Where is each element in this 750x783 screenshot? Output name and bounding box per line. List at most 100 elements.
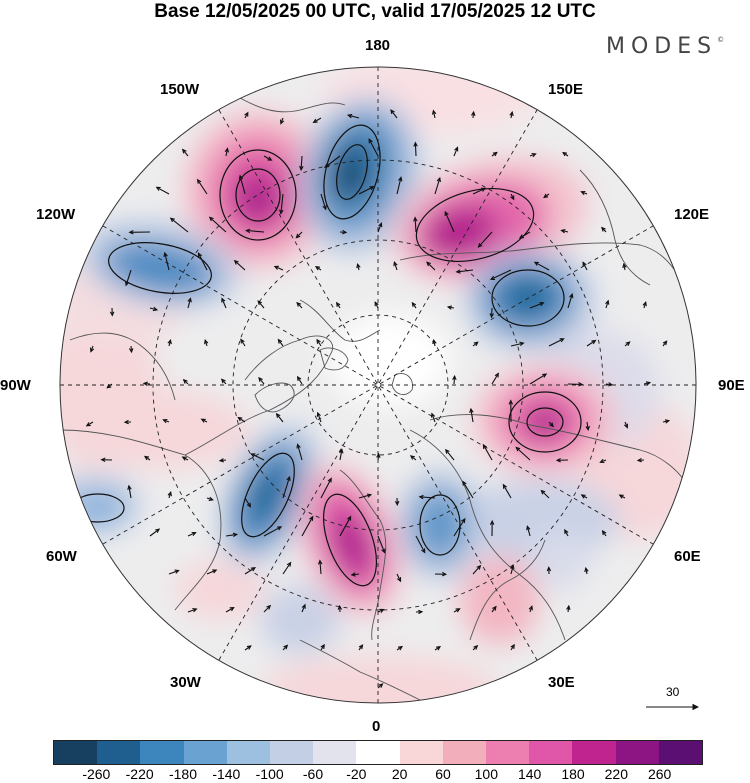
wind-vector-head <box>358 644 364 650</box>
wind-vector <box>426 261 436 271</box>
wind-vector-head <box>502 483 508 489</box>
wind-vector-head <box>187 297 192 303</box>
wind-vector <box>237 417 246 423</box>
wind-vector <box>453 376 456 385</box>
colorbar-segment <box>54 741 98 764</box>
wind-vector <box>548 338 564 347</box>
wind-vector-head <box>608 382 614 387</box>
wind-vector-head <box>212 569 218 574</box>
wind-vector-head <box>605 299 610 305</box>
wind-vector-head <box>476 564 482 570</box>
logo-text: MODES <box>606 34 718 59</box>
wind-vector <box>445 449 455 461</box>
wind-vector-head <box>492 151 498 157</box>
wind-vector-head <box>218 458 224 463</box>
wind-vector-head <box>244 111 249 117</box>
wind-vector-head <box>546 566 552 572</box>
lon-label-60e: 60E <box>674 548 701 565</box>
wind-vector <box>453 147 459 157</box>
wind-vector <box>472 187 486 195</box>
wind-vector <box>317 412 322 423</box>
wind-vector-head <box>560 229 566 234</box>
wind-vector-head <box>623 423 629 429</box>
wind-vector <box>434 177 441 195</box>
wind-vector-head <box>664 419 671 424</box>
wind-vector-head <box>167 338 172 345</box>
wind-vector-head <box>618 494 624 499</box>
wind-vector-head <box>181 148 187 154</box>
wind-vector-head <box>196 178 202 184</box>
wind-vector-head <box>238 174 244 180</box>
wind-vector <box>396 177 402 195</box>
wind-vector-head <box>445 448 450 454</box>
wind-vector-head <box>246 645 252 650</box>
wind-vector-head <box>250 453 256 458</box>
wind-vector-head <box>591 339 597 345</box>
wind-vector <box>324 155 341 168</box>
wind-vector <box>491 373 499 385</box>
wind-vector-head <box>469 407 474 414</box>
wind-vector-head <box>155 186 161 191</box>
wind-vector-head <box>540 489 546 495</box>
wind-vector-head <box>106 383 112 389</box>
wind-vector-head <box>208 496 214 501</box>
wind-vector-head <box>599 458 605 464</box>
wind-vector <box>339 449 343 461</box>
wind-vector-head <box>232 532 239 538</box>
wind-vector-head <box>266 604 272 610</box>
wind-vector <box>510 342 524 347</box>
wind-vector <box>282 562 292 575</box>
wind-vector-head <box>279 119 285 125</box>
wind-vector <box>276 413 284 423</box>
wind-vector-head <box>510 643 515 649</box>
colorbar-segment <box>270 741 314 764</box>
wind-vector-head <box>454 146 459 152</box>
wind-vector-head <box>601 226 606 232</box>
wind-vector <box>168 569 179 575</box>
wind-vector-head <box>376 452 381 458</box>
colorbar-segment <box>140 741 184 764</box>
wind-vector-head <box>489 519 495 525</box>
wind-vector <box>197 179 208 195</box>
wind-vector <box>586 421 589 430</box>
wind-vector <box>277 339 284 347</box>
wind-vectors <box>85 109 671 689</box>
wind-vector <box>390 109 398 119</box>
wind-vector-head <box>273 265 279 270</box>
lon-label-30w: 30W <box>170 674 201 691</box>
colorbar-tick-label: 220 <box>604 766 629 782</box>
wind-vector-head <box>127 484 132 490</box>
wind-vector-head <box>368 138 373 144</box>
wind-vector <box>297 444 303 461</box>
wind-vector-head <box>142 381 148 386</box>
wind-vector <box>170 217 189 233</box>
lon-label-90e: 90E <box>718 377 745 394</box>
colorbar-tick-label: 20 <box>391 766 408 782</box>
colorbar-tick-label: -100 <box>255 766 284 782</box>
wind-vector-head <box>200 418 206 423</box>
reference-vector-label: 30 <box>666 685 680 699</box>
colorbar <box>53 740 703 765</box>
wind-vector-head <box>356 262 361 269</box>
wind-vector <box>206 569 217 575</box>
coastlines <box>60 94 691 701</box>
colorbar-segment <box>572 741 616 764</box>
wind-vector <box>414 217 417 233</box>
wind-vector <box>431 413 436 423</box>
lon-label-150w: 150W <box>160 81 200 98</box>
wind-vector-head <box>662 340 668 346</box>
wind-vector-head <box>446 305 453 310</box>
wind-vector <box>470 408 474 423</box>
wind-vector-head <box>471 110 476 116</box>
wind-vector <box>415 535 426 553</box>
wind-vector-head <box>327 477 332 483</box>
wind-vector <box>263 526 282 537</box>
wind-vector <box>526 526 531 537</box>
colorbar-tick-label: -180 <box>168 766 198 782</box>
wind-vector-head <box>339 448 344 454</box>
wind-vector-head <box>394 500 400 506</box>
wind-vector-head <box>390 109 395 115</box>
wind-vector-head <box>124 281 130 287</box>
wind-vector-head <box>642 300 647 307</box>
wind-vector-head <box>569 292 574 299</box>
